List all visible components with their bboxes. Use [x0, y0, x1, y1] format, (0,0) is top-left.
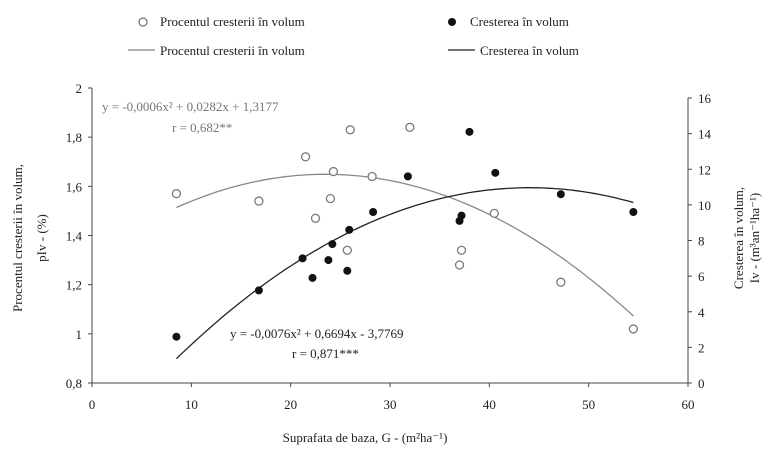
left-y-tick-label: 1,4 — [66, 229, 83, 244]
right-y-tick-label: 14 — [698, 127, 712, 142]
left-y-axis-label-line1: Procentul cresterii în volum, — [10, 164, 25, 312]
legend-filled-circle-marker — [448, 18, 456, 26]
data-point-growth — [491, 168, 500, 177]
right-y-tick-label: 8 — [698, 234, 705, 249]
legend-label-percent-fit: Procentul cresterii în volum — [160, 43, 305, 58]
x-tick-label: 60 — [682, 397, 695, 412]
legend-label-percent-points: Procentul cresterii în volum — [160, 14, 305, 29]
data-point-growth — [324, 256, 333, 265]
x-tick-label: 50 — [582, 397, 595, 412]
data-point-percent — [367, 171, 377, 182]
data-point-percent — [325, 193, 336, 204]
data-point-growth — [629, 208, 638, 216]
data-point-percent — [328, 166, 339, 177]
left-y-tick-label: 2 — [76, 81, 83, 96]
data-point-percent — [489, 208, 499, 219]
data-point-growth — [345, 225, 354, 234]
data-point-percent — [254, 196, 264, 206]
x-tick-label: 20 — [284, 397, 297, 412]
fit-curve-percent — [176, 173, 634, 317]
data-point-growth — [298, 254, 307, 263]
data-point-growth — [465, 127, 474, 136]
data-point-growth — [328, 240, 337, 249]
right-y-tick-label: 12 — [698, 162, 711, 177]
data-point-percent — [556, 277, 566, 287]
x-tick-label: 10 — [185, 397, 198, 412]
data-point-growth — [254, 286, 263, 295]
data-point-percent — [300, 152, 311, 162]
right-y-tick-label: 16 — [698, 91, 712, 106]
x-tick-label: 40 — [483, 397, 496, 412]
data-point-percent — [310, 213, 321, 223]
x-axis-label: Suprafata de baza, G - (m²ha⁻¹) — [283, 430, 448, 445]
right-y-ticks: 0 2 4 6 8 10 12 14 16 — [688, 91, 712, 391]
left-y-tick-label: 1 — [76, 327, 83, 342]
left-y-tick-label: 1,2 — [66, 278, 82, 293]
data-point-percent — [171, 189, 182, 199]
equation-percent: y = -0,0006x² + 0,0282x + 1,3177 — [102, 99, 279, 114]
left-y-tick-label: 1,8 — [66, 130, 82, 145]
data-points — [171, 122, 639, 341]
left-y-tick-label: 1,6 — [66, 179, 83, 194]
x-ticks: 0 10 20 30 40 50 60 — [89, 383, 695, 412]
fit-curve-growth — [175, 187, 634, 360]
r-growth: r = 0,871*** — [292, 346, 359, 361]
data-point-percent — [454, 260, 465, 270]
data-point-growth — [172, 332, 181, 341]
right-y-tick-label: 4 — [698, 305, 705, 320]
data-point-growth — [308, 273, 317, 282]
data-point-growth — [556, 190, 565, 199]
legend-label-growth-points: Cresterea în volum — [470, 14, 569, 29]
right-y-tick-label: 2 — [698, 340, 705, 355]
legend: Procentul cresterii în volum Cresterea î… — [128, 14, 579, 58]
equation-growth: y = -0,0076x² + 0,6694x - 3,7769 — [230, 326, 403, 341]
left-y-ticks: 0,8 1 1,2 1,4 1,6 1,8 2 — [66, 81, 92, 391]
right-y-tick-label: 10 — [698, 198, 711, 213]
left-y-axis-label-line2: pIv - (%) — [34, 214, 49, 262]
right-y-axis-label-line1: Cresterea în volum, — [731, 187, 746, 289]
data-point-percent — [628, 324, 639, 334]
r-percent: r = 0,682** — [172, 120, 232, 135]
left-y-tick-label: 0,8 — [66, 376, 82, 391]
legend-open-circle-marker — [138, 17, 148, 27]
right-y-axis-label-line2: Iv - (m³an⁻¹ha⁻¹) — [747, 193, 762, 283]
legend-label-growth-fit: Cresterea în volum — [480, 43, 579, 58]
data-point-growth — [457, 211, 466, 220]
data-point-percent — [342, 245, 352, 255]
x-tick-label: 30 — [384, 397, 397, 412]
data-point-growth — [343, 266, 352, 275]
x-tick-label: 0 — [89, 397, 96, 412]
right-y-tick-label: 6 — [698, 269, 705, 284]
data-point-growth — [403, 172, 412, 181]
data-point-percent — [405, 122, 415, 132]
right-y-tick-label: 0 — [698, 376, 705, 391]
data-point-percent — [456, 245, 467, 255]
data-point-growth — [369, 208, 378, 216]
data-point-percent — [345, 125, 355, 135]
